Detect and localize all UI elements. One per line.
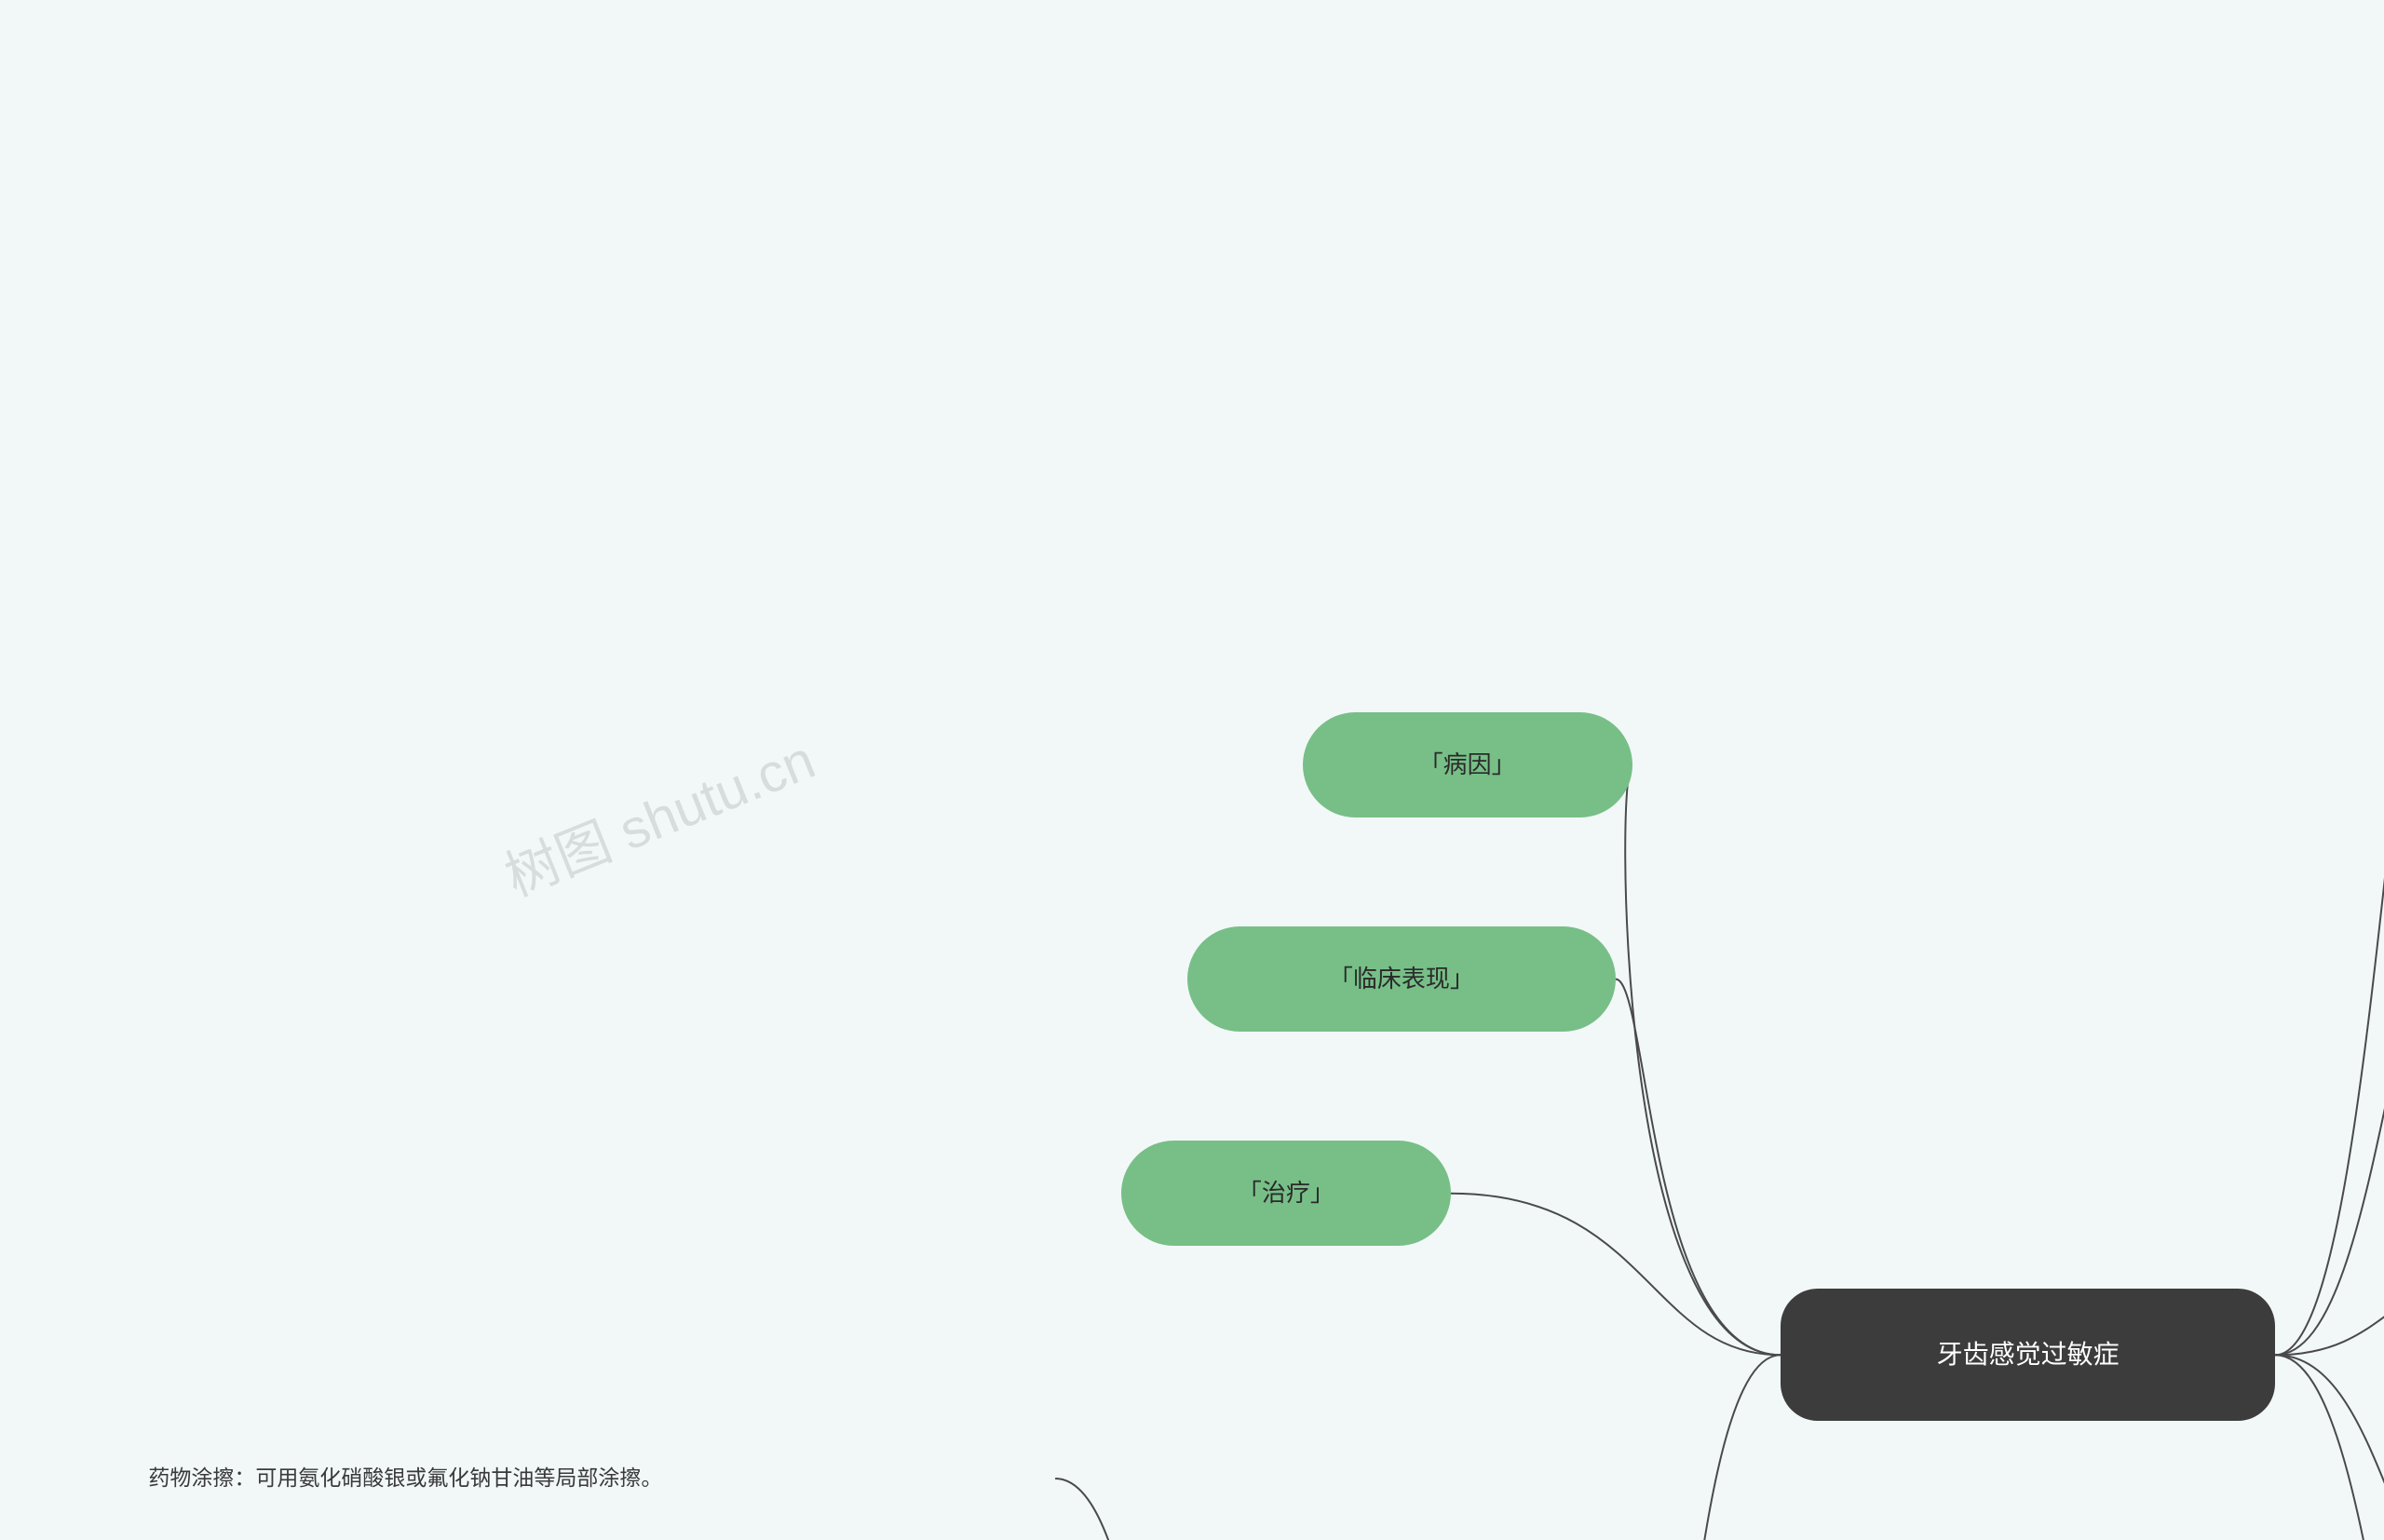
- root-node[interactable]: 牙齿感觉过敏症: [1781, 1289, 2275, 1421]
- node-treatment[interactable]: 「治疗」: [1121, 1141, 1451, 1246]
- desens-item-1[interactable]: 药物涂擦：可用氨化硝酸银或氟化钠甘油等局部涂擦。: [148, 1421, 1055, 1536]
- mindmap-canvas: 牙齿感觉过敏症 「病因」 「临床表现」 「治疗」 （2）脱敏疗法 药物涂擦：可用…: [0, 0, 2384, 1540]
- node-clinical-label: 「临床表现」: [1329, 960, 1474, 999]
- edge: [2275, 808, 2384, 1356]
- edge: [1632, 1355, 1781, 1540]
- root-label: 牙齿感觉过敏症: [1937, 1334, 2120, 1376]
- edge: [2275, 1355, 2384, 1540]
- edge: [2275, 1355, 2384, 1540]
- edge: [1451, 1194, 1781, 1356]
- node-treatment-label: 「治疗」: [1238, 1174, 1334, 1213]
- desens-item-1-text: 药物涂擦：可用氨化硝酸银或氟化钠甘油等局部涂擦。: [148, 1462, 662, 1495]
- edge: [1616, 979, 1781, 1356]
- node-clinical[interactable]: 「临床表现」: [1187, 926, 1616, 1032]
- node-cause-label: 「病因」: [1419, 746, 1516, 785]
- edge: [1055, 1479, 1220, 1540]
- edge: [1625, 765, 1781, 1356]
- edge: [2275, 1269, 2384, 1355]
- node-cause[interactable]: 「病因」: [1303, 712, 1632, 817]
- watermark: 树图 shutu.cn: [492, 716, 824, 912]
- edge: [2275, 297, 2384, 1356]
